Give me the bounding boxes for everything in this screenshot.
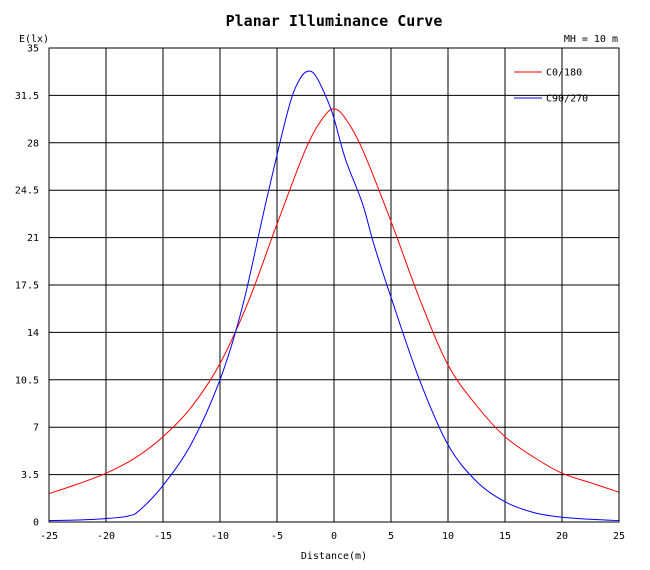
x-tick-label: -25	[40, 531, 58, 542]
y-tick-label: 21	[27, 233, 39, 244]
y-tick-label: 35	[27, 44, 39, 55]
x-axis-label: Distance(m)	[301, 551, 367, 562]
x-tick-label: 20	[556, 531, 568, 542]
y-tick-label: 14	[27, 328, 39, 339]
legend-label: C90/270	[546, 94, 588, 105]
y-tick-label: 7	[33, 423, 39, 434]
legend: C0/180 C90/270	[514, 68, 588, 105]
y-tick-label: 31.5	[15, 91, 39, 102]
x-tick-label: -20	[97, 531, 115, 542]
x-tick-label: -15	[154, 531, 172, 542]
mh-annotation: MH = 10 m	[564, 34, 618, 45]
y-tick-labels: 0 3.5 7 10.5 14 17.5 21 24.5 28 31.5 35	[15, 44, 39, 529]
x-tick-labels: -25 -20 -15 -10 -5 0 5 10 15 20 25	[40, 531, 625, 542]
y-tick-label: 10.5	[15, 375, 39, 386]
y-tick-label: 3.5	[21, 470, 39, 481]
y-tick-label: 0	[33, 518, 39, 529]
y-tick-label: 28	[27, 138, 39, 149]
y-axis-label: E(lx)	[19, 34, 49, 45]
plot-frame	[48, 47, 620, 523]
y-tick-label: 24.5	[15, 186, 39, 197]
y-tick-label: 17.5	[15, 281, 39, 292]
chart-title: Planar Illuminance Curve	[226, 12, 443, 30]
x-tick-label: -10	[211, 531, 229, 542]
x-tick-label: -5	[271, 531, 283, 542]
x-tick-label: 10	[442, 531, 454, 542]
x-tick-label: 15	[499, 531, 511, 542]
x-tick-label: 5	[388, 531, 394, 542]
series-line-c90-270	[48, 70, 620, 522]
x-tick-label: 0	[331, 531, 337, 542]
x-tick-label: 25	[613, 531, 625, 542]
series-line-c0-180	[48, 108, 620, 495]
series-lines	[48, 70, 620, 522]
legend-label: C0/180	[546, 68, 582, 79]
